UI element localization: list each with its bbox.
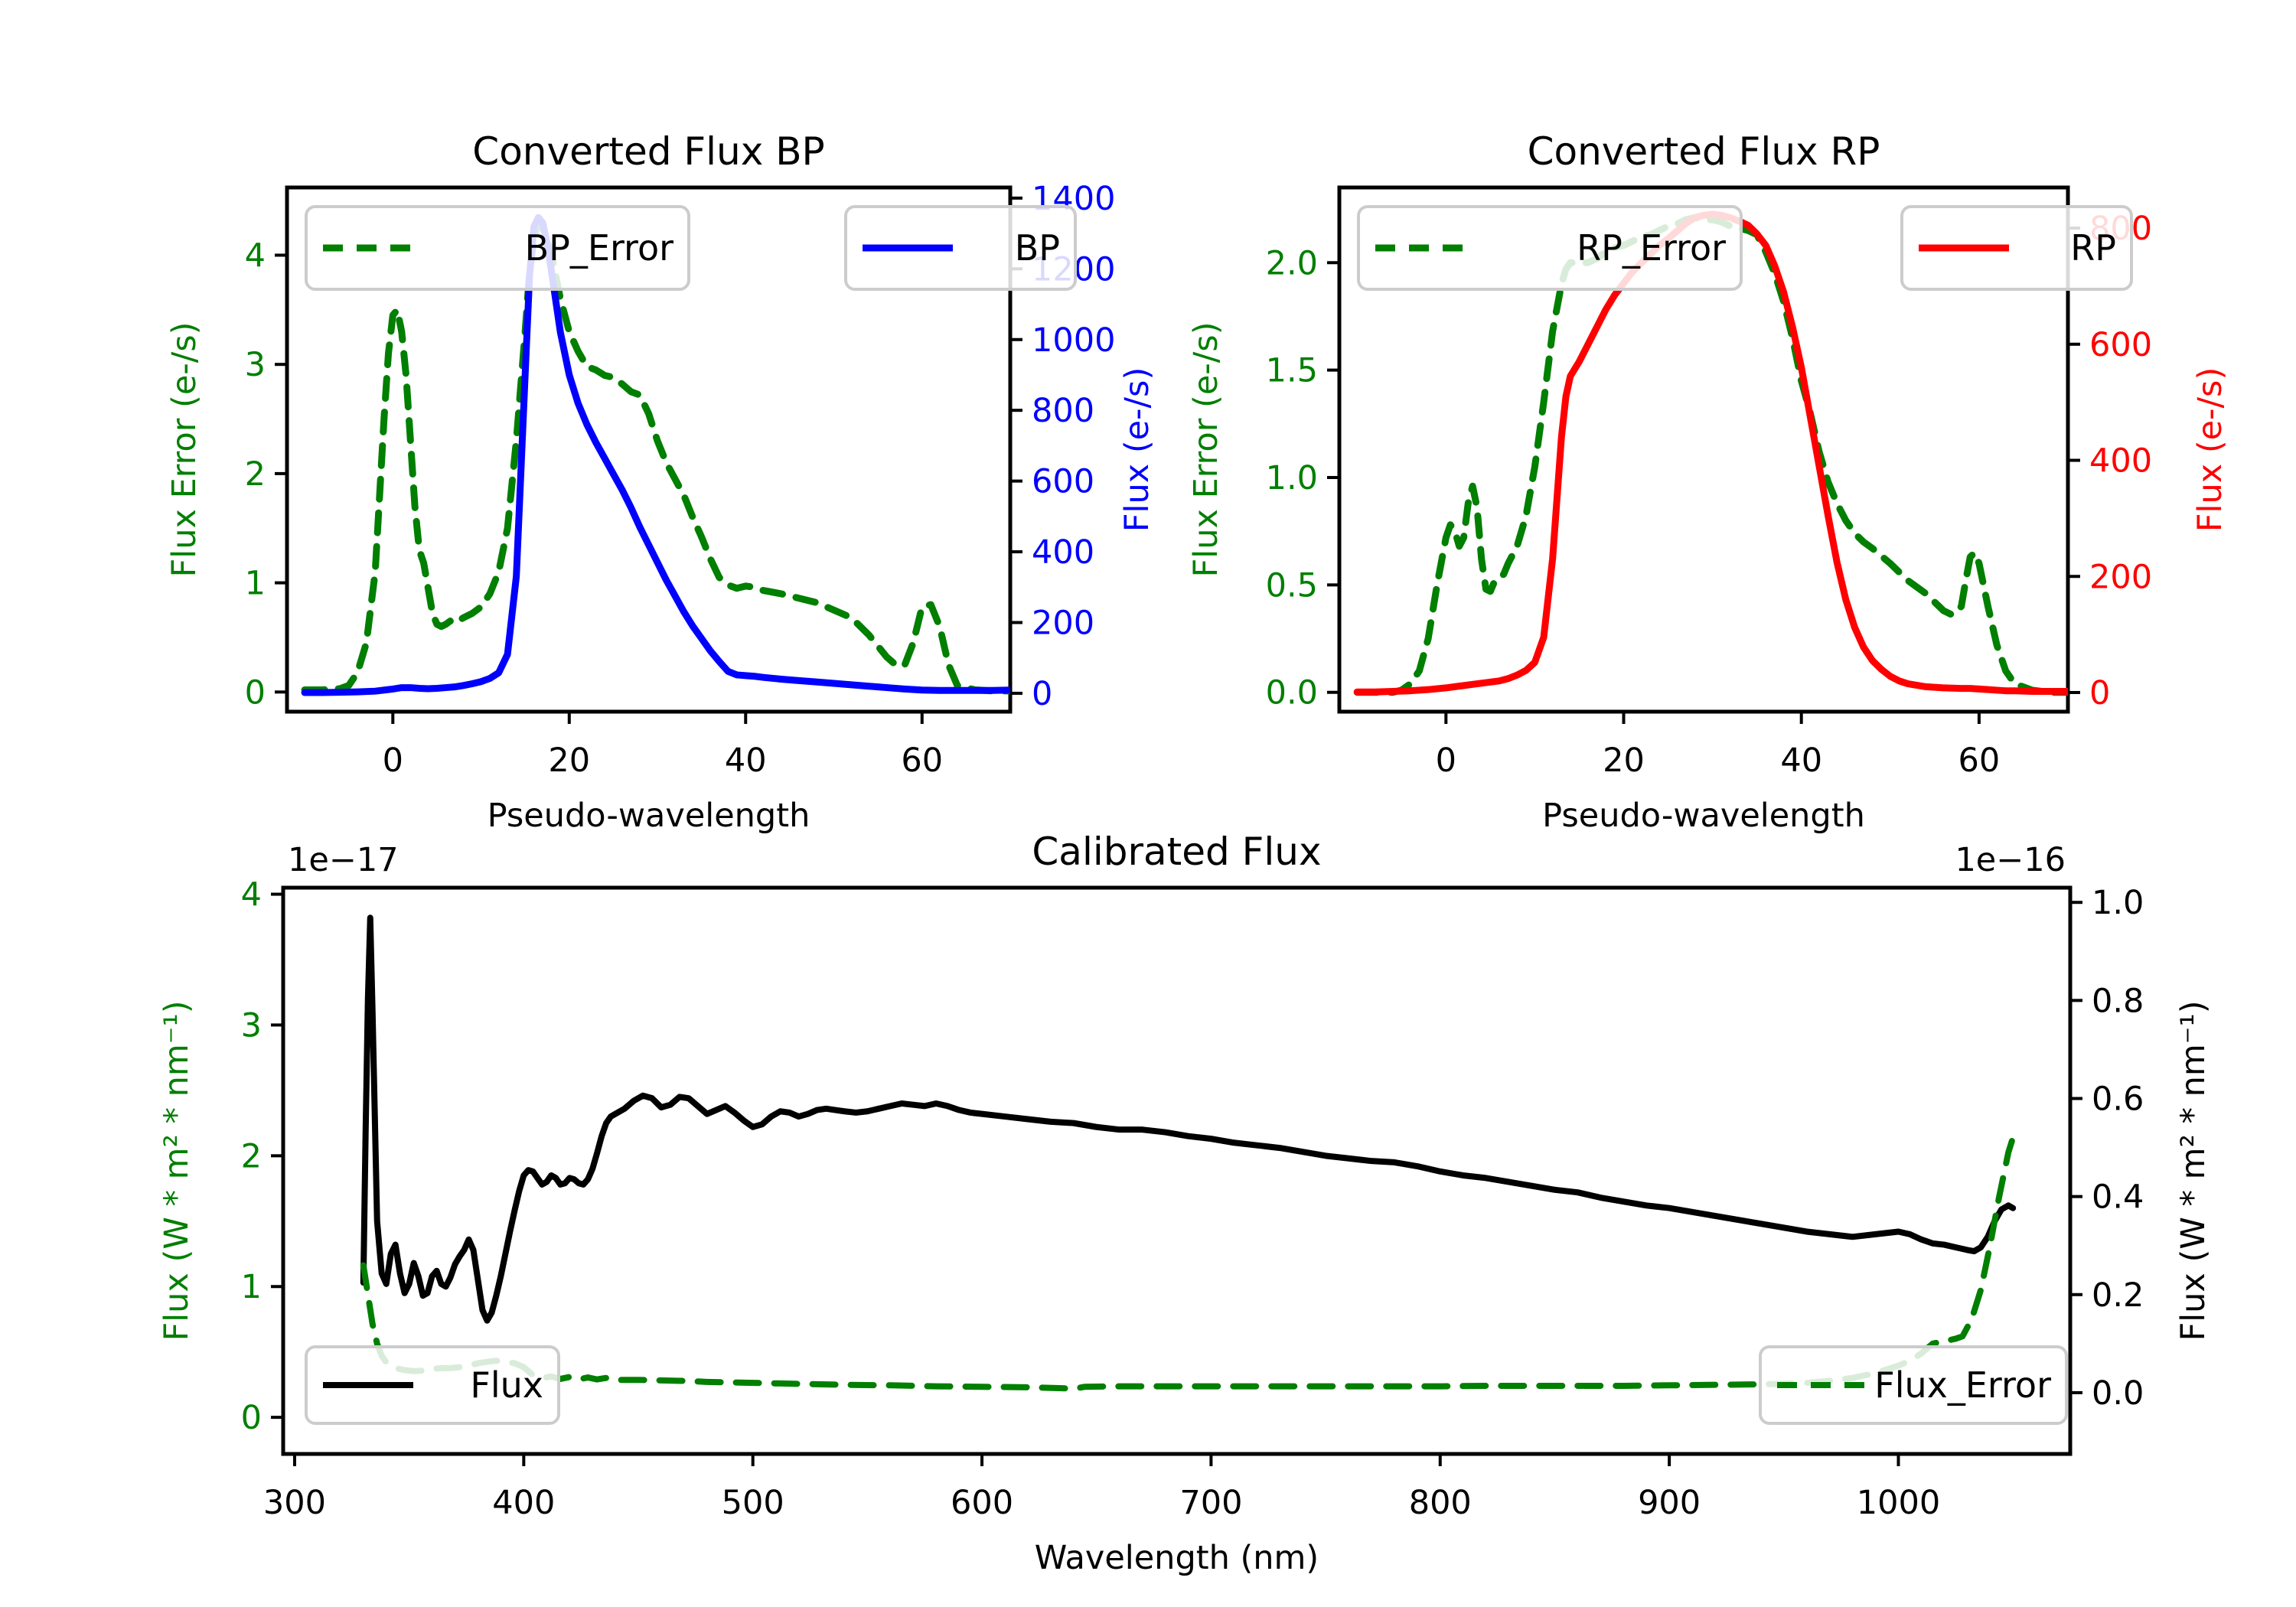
chart-converted-flux-bp: Converted Flux BP0 20 40 60Pseudo-wavelengt… (165, 129, 1156, 835)
y-tick-label: 3 (245, 346, 266, 384)
legend-box (1357, 205, 1743, 291)
y-tick-label: 1 (245, 565, 266, 603)
x-tick-label: 60 (1958, 742, 2001, 780)
series-rp-error (1353, 214, 2068, 696)
y-tick-label: 0.0 (1266, 674, 1318, 712)
x-tick-label: 60 (901, 742, 943, 780)
legend-label-bp: BP (1015, 227, 1060, 269)
legend-label-rp: RP (2070, 227, 2116, 269)
y2-tick-label: 0.0 (2092, 1374, 2144, 1413)
y-axis-title: Flux Error (e-/s) (165, 322, 204, 578)
y-tick-label: 0.5 (1266, 566, 1318, 605)
panel-converted-flux-bp: Converted Flux BP 0 20 40 60 Pseudo-wavelengt… (0, 0, 1194, 842)
y-tick-label: 4 (245, 236, 266, 275)
y2-tick-label: 800 (1032, 392, 1094, 430)
y2-axis-title: Flux (W * m² * nm⁻¹) (2174, 1001, 2213, 1341)
y-tick-label: 4 (241, 876, 262, 914)
legend-label-bp-error: BP_Error (525, 227, 674, 269)
legend-box (305, 1345, 560, 1425)
series-bp (301, 214, 1010, 696)
x-axis-title: Pseudo-wavelength (488, 797, 810, 835)
x-tick-label: 300 (263, 1484, 326, 1522)
x-tick-label: 40 (1780, 742, 1822, 780)
legend-label-flux-error: Flux_Error (1874, 1364, 2051, 1406)
y-tick-label: 1 (241, 1268, 262, 1306)
y2-tick-label: 200 (1032, 605, 1094, 643)
plot-frame (285, 185, 1013, 714)
panel-converted-flux-rp: Converted Flux RP 0 20 40 60 Pseudo-wavelengt… (1102, 0, 2296, 842)
y2-tick-label: 600 (1032, 463, 1094, 501)
series-bp-error (301, 219, 1010, 695)
x-tick-label: 0 (383, 742, 403, 780)
y-axis-offset-text: 1e−17 (288, 841, 399, 879)
y2-tick-label: 1.0 (2092, 884, 2144, 922)
y-tick-label: 1.0 (1266, 459, 1318, 497)
y2-tick-label: 400 (2089, 442, 2152, 481)
y-tick-label: 1.5 (1266, 352, 1318, 390)
x-tick-label: 700 (1179, 1484, 1242, 1522)
y-tick-label: 0 (245, 673, 266, 712)
y-tick-label: 0 (241, 1399, 262, 1437)
y2-axis-title: Flux (e-/s) (1118, 367, 1156, 532)
y-tick-label: 3 (241, 1006, 262, 1045)
x-tick-label: 800 (1409, 1484, 1472, 1522)
legend-box (844, 205, 1077, 291)
y-tick-label: 2.0 (1266, 244, 1318, 282)
chart-title: Converted Flux BP (472, 129, 824, 174)
y2-axis-title: Flux (e-/s) (2191, 367, 2229, 532)
chart-title: Converted Flux RP (1528, 129, 1880, 174)
x-tick-label: 0 (1436, 742, 1456, 780)
y2-tick-label: 400 (1032, 533, 1094, 572)
x-tick-label: 40 (725, 742, 767, 780)
legend-box (305, 205, 690, 291)
y2-tick-label: 0.8 (2092, 982, 2144, 1020)
y-tick-label: 2 (245, 455, 266, 494)
x-tick-label: 600 (951, 1484, 1013, 1522)
y-tick-label: 2 (241, 1137, 262, 1175)
y2-tick-label: 0.2 (2092, 1276, 2144, 1315)
y2-tick-label: 0 (2089, 674, 2110, 712)
y2-tick-label: 0 (1032, 675, 1052, 713)
y-axis-title: Flux (W * m² * nm⁻¹) (158, 1001, 196, 1341)
y2-axis-offset-text: 1e−16 (1955, 841, 2066, 879)
x-tick-label: 900 (1638, 1484, 1701, 1522)
y2-tick-label: 0.6 (2092, 1080, 2144, 1118)
y2-tick-label: 0.4 (2092, 1178, 2144, 1217)
x-tick-label: 20 (1603, 742, 1645, 780)
chart-calibrated-flux: Calibrated Flux 300 400 500 600 700 800 900 1000… (158, 830, 2213, 1577)
x-tick-label: 500 (722, 1484, 784, 1522)
x-tick-label: 20 (548, 742, 590, 780)
y2-tick-label: 1000 (1032, 321, 1115, 360)
series-flux (360, 914, 2017, 1324)
x-axis-title: Pseudo-wavelength (1542, 797, 1865, 835)
legend-box (1900, 205, 2133, 291)
plot-frame (281, 885, 2073, 1456)
y2-tick-label: 200 (2089, 558, 2152, 596)
panel-calibrated-flux: Calibrated Flux 300 400 500 600 700 800 900 1000… (0, 811, 2296, 1607)
x-tick-label: 1000 (1857, 1484, 1940, 1522)
legend-box (1759, 1345, 2068, 1425)
chart-converted-flux-rp: Converted Flux RP 0 20 40 60 Pseudo-wavelengt… (1187, 129, 2229, 835)
legend-label-rp-error: RP_Error (1577, 227, 1726, 269)
legend-label-flux: Flux (470, 1364, 543, 1406)
x-axis-title: Wavelength (nm) (1035, 1539, 1319, 1577)
x-tick-label: 400 (492, 1484, 555, 1522)
y2-tick-label: 600 (2089, 326, 2152, 364)
plot-frame (1337, 185, 2070, 714)
y-axis-title: Flux Error (e-/s) (1187, 322, 1225, 578)
chart-title: Calibrated Flux (1032, 830, 1321, 874)
